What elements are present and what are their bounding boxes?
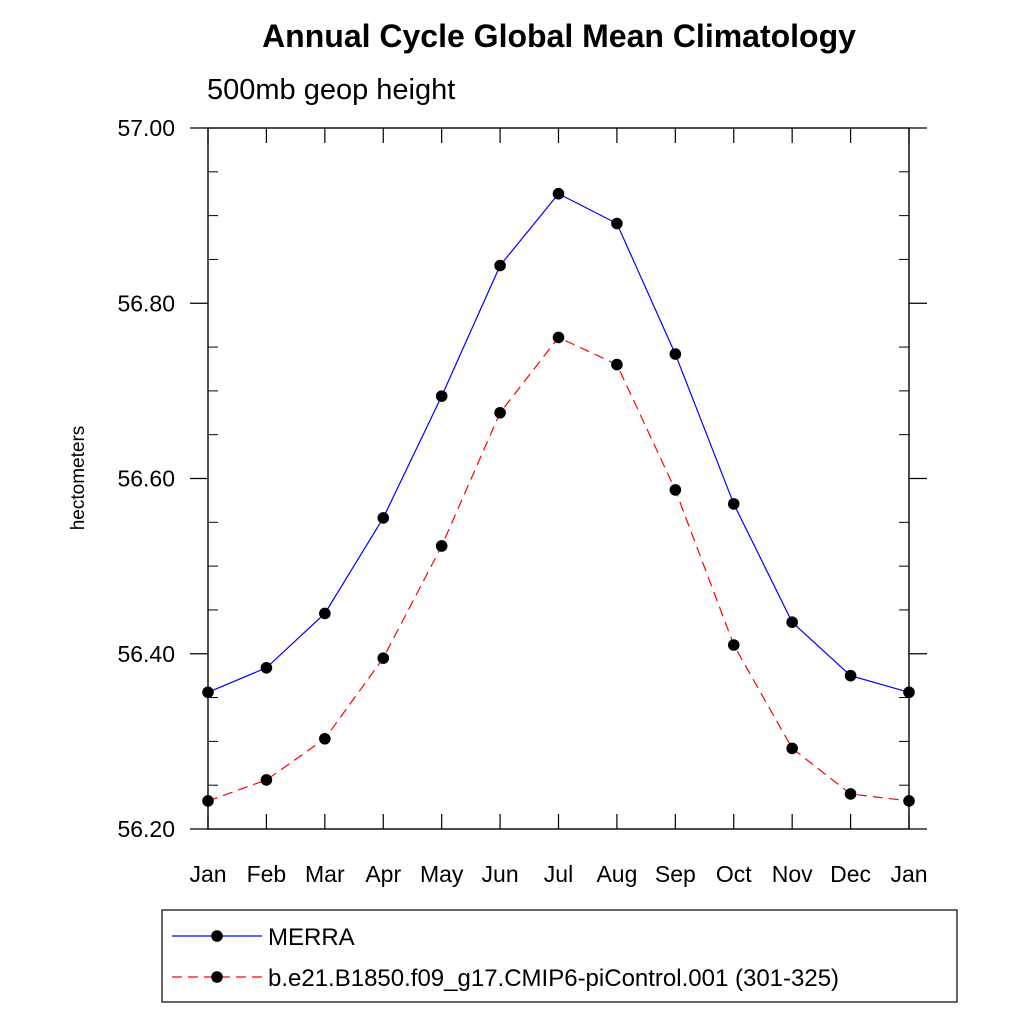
data-point — [727, 639, 740, 651]
data-point — [552, 187, 565, 200]
x-tick-labels: Jan Feb Mar Apr May Jun Jul Aug Sep Oct Nov Dec Jan — [189, 861, 927, 887]
data-point — [844, 669, 857, 682]
y-tick-label: 56.80 — [117, 290, 175, 316]
y-tick-label: 56.20 — [117, 816, 175, 842]
axis-ticks — [190, 127, 927, 830]
x-tick-label: Jan — [189, 861, 226, 887]
data-point — [552, 331, 565, 344]
data-point — [494, 406, 506, 419]
x-tick-label: Sep — [655, 861, 696, 887]
data-point — [494, 259, 506, 272]
x-tick-label: Apr — [365, 861, 401, 887]
legend: MERRA b.e21.B1850.f09_g17.CMIP6-piContro… — [161, 909, 958, 1003]
y-tick-label: 57.00 — [117, 115, 175, 141]
chart-subtitle: 500mb geop height — [207, 74, 455, 106]
data-point — [319, 732, 331, 745]
y-tick-label: 56.40 — [117, 641, 175, 667]
data-point — [669, 484, 682, 496]
data-point — [844, 788, 857, 800]
data-point — [786, 742, 798, 755]
data-point — [611, 217, 623, 230]
data-point — [260, 661, 273, 674]
series-line-1 — [207, 336, 910, 802]
x-tick-label: Feb — [247, 861, 287, 887]
data-point — [377, 652, 390, 664]
x-tick-label: Jan — [890, 861, 927, 887]
data-point — [611, 358, 623, 371]
x-tick-label: Jun — [482, 861, 519, 887]
x-tick-label: Oct — [716, 861, 752, 887]
x-tick-label: Aug — [596, 861, 637, 887]
y-tick-label: 56.60 — [117, 466, 175, 492]
x-tick-label: Dec — [830, 861, 871, 887]
legend-label-merra: MERRA — [268, 924, 355, 951]
data-point — [319, 607, 331, 620]
data-point — [786, 616, 798, 629]
data-point — [727, 498, 740, 510]
y-axis-label: hectometers — [68, 426, 89, 531]
legend-label-cmip6: b.e21.B1850.f09_g17.CMIP6-piControl.001 … — [268, 965, 839, 992]
chart-title: Annual Cycle Global Mean Climatology — [262, 18, 856, 54]
series-line-0 — [207, 192, 910, 693]
plot-area-frame — [207, 127, 910, 830]
x-tick-label: Mar — [305, 861, 345, 887]
x-tick-label: Jul — [544, 861, 573, 887]
legend-box — [161, 909, 958, 1003]
x-tick-label: May — [420, 861, 464, 887]
x-tick-label: Nov — [772, 861, 813, 887]
y-tick-labels: 56.20 56.40 56.60 56.80 57.00 — [117, 115, 175, 842]
data-point — [435, 390, 448, 402]
legend-marker-merra — [211, 930, 223, 942]
data-point — [260, 774, 273, 786]
legend-marker-cmip6 — [211, 971, 223, 983]
data-point — [669, 348, 682, 360]
data-point — [435, 540, 448, 552]
series-layer — [202, 187, 915, 807]
data-point — [377, 512, 390, 524]
